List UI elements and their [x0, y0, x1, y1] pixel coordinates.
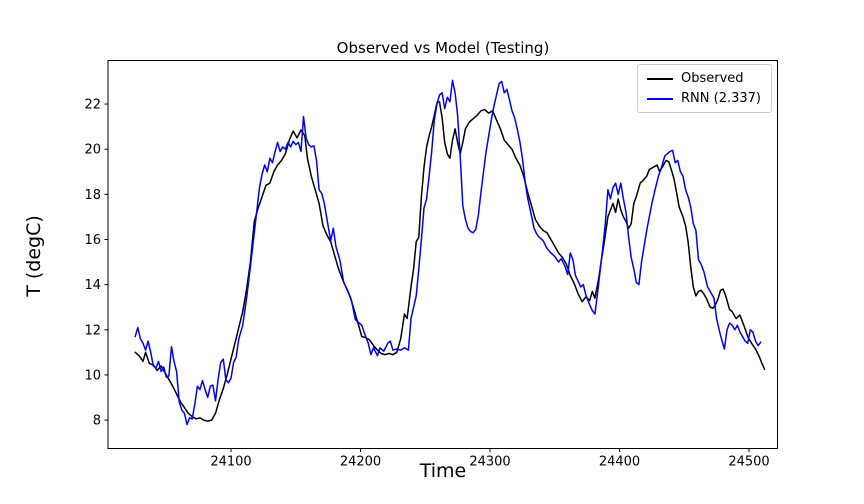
- y-tick-label: 10: [84, 368, 101, 383]
- x-tick-label: 24300: [469, 455, 510, 470]
- plot-frame: [107, 60, 778, 449]
- rnn-series-line: [134, 79, 762, 426]
- legend-item-rnn: RNN (2.337): [647, 91, 761, 106]
- y-tick-label: 18: [84, 188, 101, 203]
- x-tick-label: 24100: [210, 455, 251, 470]
- chart-title: Observed vs Model (Testing): [336, 39, 550, 57]
- legend-label-observed: Observed: [681, 71, 744, 86]
- y-tick-label: 12: [84, 323, 101, 338]
- legend: Observed RNN (2.337): [637, 64, 772, 113]
- x-axis-label: Time: [419, 460, 467, 482]
- x-tick-label: 24500: [728, 455, 769, 470]
- y-tick-label: 16: [84, 233, 101, 248]
- legend-item-observed: Observed: [647, 71, 761, 86]
- x-tick-label: 24400: [599, 455, 640, 470]
- observed-line-swatch: [647, 77, 674, 80]
- legend-label-rnn: RNN (2.337): [681, 91, 761, 106]
- y-tick-label: 20: [84, 143, 101, 158]
- y-tick-label: 22: [84, 98, 101, 113]
- rnn-line-swatch: [647, 97, 674, 100]
- y-tick-label: 14: [84, 278, 101, 293]
- y-tick-label: 8: [93, 414, 101, 429]
- x-tick-label: 24200: [340, 455, 381, 470]
- y-axis-label: T (degC): [23, 215, 45, 297]
- observed-series-line: [134, 101, 766, 422]
